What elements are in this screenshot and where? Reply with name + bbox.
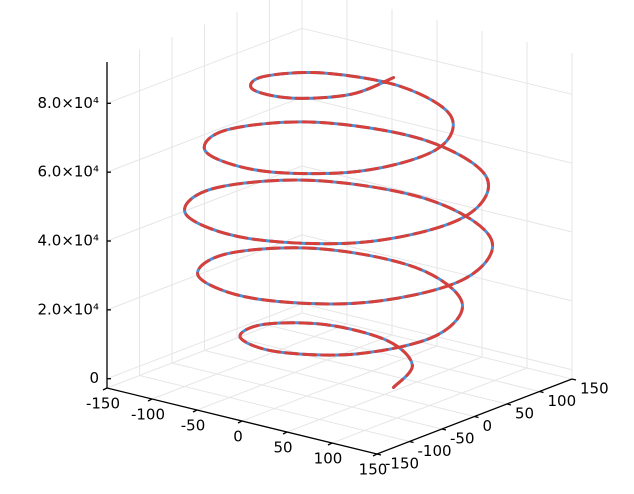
y-tick (441, 428, 447, 431)
x-tick-label: -50 (181, 417, 206, 435)
grid-line (236, 337, 508, 405)
grid-line (301, 165, 573, 233)
x-tick-label: 50 (273, 439, 292, 457)
y-tick (506, 403, 512, 406)
grid-line (204, 350, 475, 417)
y-tick-label: -150 (385, 455, 419, 473)
series-line (183, 71, 495, 389)
grid-line (106, 165, 303, 242)
y-tick-label: -100 (418, 442, 452, 460)
z-tick-label: 2.0×10⁴ (37, 300, 99, 318)
x-tick (327, 442, 333, 446)
z-tick-label: 4.0×10⁴ (37, 232, 99, 250)
y-tick (474, 415, 479, 419)
grid-line (269, 325, 540, 392)
x-tick (102, 387, 108, 391)
x-tick-label: 150 (359, 461, 388, 479)
z-tick-label: 8.0×10⁴ (37, 94, 99, 112)
x-tick (282, 431, 288, 435)
y-tick-label: 150 (580, 380, 609, 398)
y-tick-label: -50 (450, 430, 475, 448)
x-tick (147, 398, 153, 402)
y-tick (571, 378, 577, 381)
grid-line (139, 375, 410, 442)
y-tick-label: 50 (515, 405, 534, 423)
x-tick-label: 0 (233, 428, 243, 446)
y-tick-label: 0 (483, 417, 493, 435)
x-tick (372, 453, 378, 457)
grid-line (106, 303, 303, 380)
grid-line (301, 27, 573, 95)
z-tick-label: 6.0×10⁴ (37, 163, 99, 181)
grid-line (171, 362, 443, 430)
y-tick-label: 100 (548, 392, 577, 410)
x-tick-label: -150 (86, 395, 120, 413)
y-tick (539, 390, 544, 394)
y-tick (376, 453, 382, 456)
grid-line (301, 234, 573, 302)
x-tick (192, 409, 198, 413)
grid-line (106, 27, 303, 104)
grid-line (106, 96, 303, 173)
y-tick (409, 440, 414, 444)
x-tick (237, 420, 243, 424)
grid-line (301, 96, 573, 164)
z-tick-label: 0 (89, 369, 99, 387)
grid-line (301, 312, 573, 380)
x-tick-label: -100 (131, 406, 165, 424)
x-tick-label: 100 (314, 450, 343, 468)
